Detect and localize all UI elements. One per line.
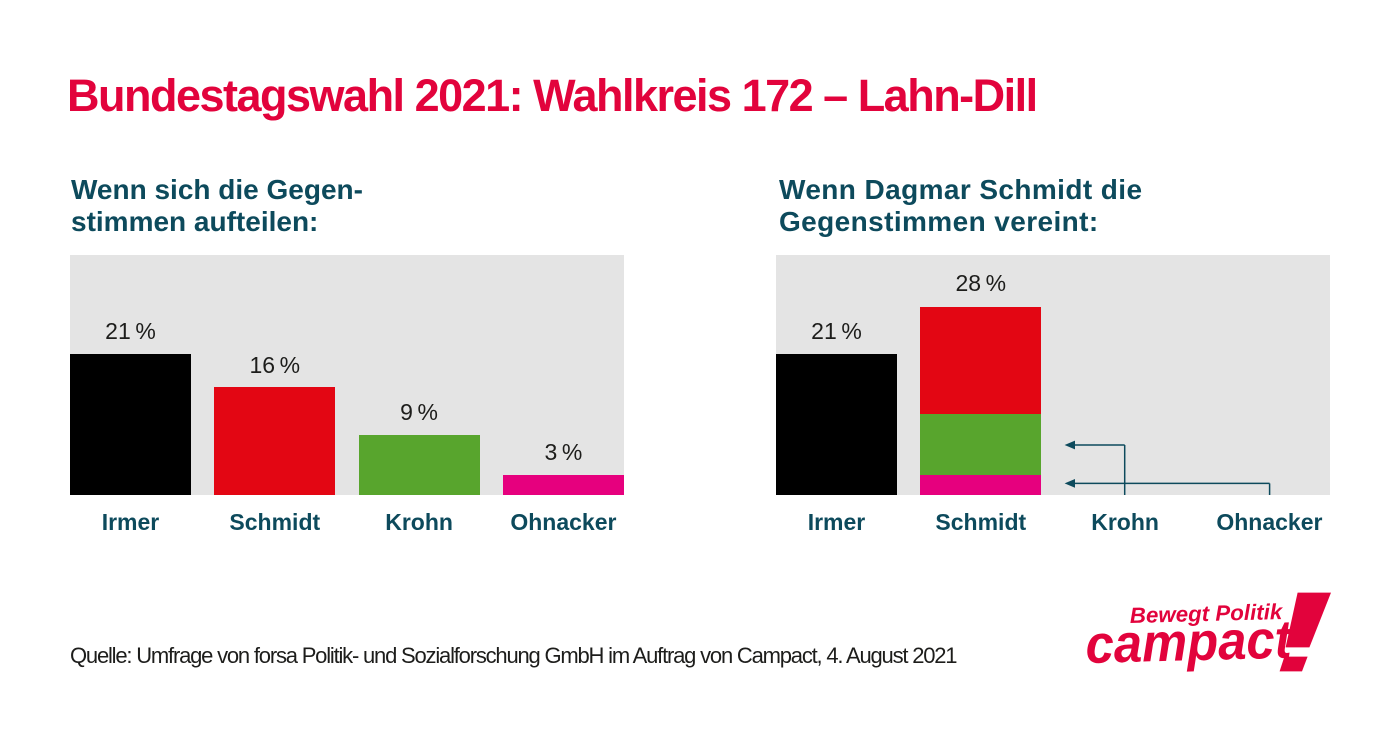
svg-text:Bewegt Politik: Bewegt Politik: [1129, 599, 1284, 628]
svg-text:campact: campact: [1085, 610, 1294, 675]
